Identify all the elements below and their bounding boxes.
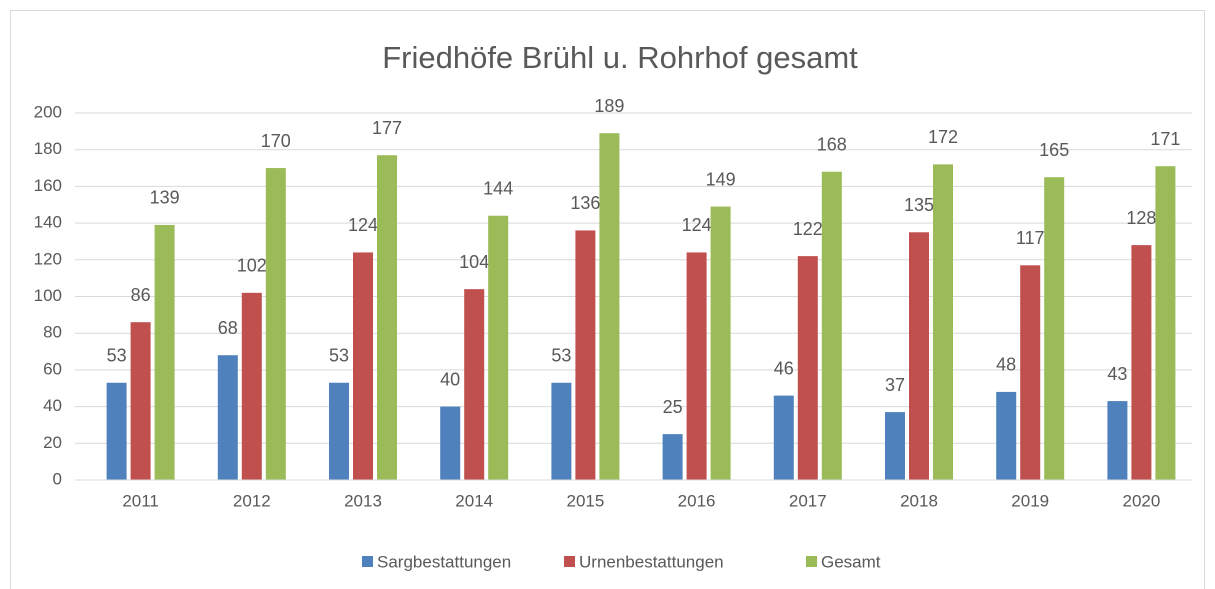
bar (130, 322, 151, 480)
x-tick-label: 2016 (678, 491, 716, 510)
bar (599, 133, 620, 480)
bar (217, 355, 238, 480)
bar (909, 232, 929, 480)
bar (821, 171, 842, 480)
bar (662, 434, 683, 480)
bar (1044, 177, 1065, 480)
bar (710, 206, 731, 480)
legend-swatch (564, 556, 575, 567)
y-tick-label: 180 (34, 139, 62, 158)
data-label: 40 (440, 369, 460, 389)
bar (464, 289, 485, 480)
data-label: 48 (996, 355, 1016, 375)
data-label: 124 (348, 215, 378, 235)
bar (377, 155, 397, 480)
bar (440, 406, 461, 480)
data-label: 177 (372, 118, 402, 138)
data-label: 102 (237, 256, 267, 276)
data-label: 189 (594, 96, 624, 116)
y-tick-label: 140 (34, 213, 62, 232)
x-tick-label: 2015 (566, 491, 604, 510)
data-label: 25 (663, 397, 683, 417)
data-label: 165 (1039, 140, 1069, 160)
data-label: 104 (459, 252, 489, 272)
chart-title: Friedhöfe Brühl u. Rohrhof gesamt (382, 40, 858, 75)
bar (551, 382, 572, 480)
data-label: 68 (218, 318, 238, 338)
bar (1155, 166, 1176, 480)
y-tick-label: 160 (34, 176, 62, 195)
data-label: 124 (682, 215, 712, 235)
bar (773, 395, 794, 480)
bar (996, 391, 1017, 480)
data-label: 37 (885, 375, 905, 395)
data-label: 168 (817, 134, 847, 154)
legend-swatch (806, 556, 817, 567)
y-tick-label: 120 (34, 249, 62, 268)
x-tick-label: 2012 (233, 491, 271, 510)
data-label: 144 (483, 179, 513, 199)
bar (1107, 401, 1128, 480)
data-label: 149 (706, 169, 736, 189)
bar (265, 168, 286, 481)
bar (154, 224, 175, 480)
bar (885, 412, 905, 480)
data-label: 43 (1107, 364, 1127, 384)
bar (241, 292, 262, 480)
y-tick-label: 40 (43, 396, 62, 415)
bar (686, 252, 707, 480)
data-label: 122 (793, 219, 823, 239)
legend-label: Gesamt (821, 552, 881, 571)
data-label: 86 (131, 285, 151, 305)
x-tick-label: 2017 (789, 491, 827, 510)
bar (106, 382, 127, 480)
y-tick-label: 20 (43, 433, 62, 452)
x-tick-label: 2014 (455, 491, 493, 510)
data-label: 128 (1126, 208, 1156, 228)
x-tick-label: 2019 (1011, 491, 1049, 510)
data-label: 53 (551, 345, 571, 365)
data-label: 135 (904, 195, 934, 215)
data-label: 136 (570, 193, 600, 213)
data-label: 53 (329, 345, 349, 365)
data-label: 171 (1150, 129, 1180, 149)
bar (933, 164, 953, 480)
x-tick-label: 2011 (122, 491, 159, 510)
data-label: 170 (261, 131, 291, 151)
y-tick-label: 0 (53, 469, 62, 488)
y-tick-label: 80 (43, 323, 62, 342)
bar (1131, 245, 1152, 480)
x-tick-label: 2013 (344, 491, 382, 510)
legend-label: Sargbestattungen (377, 552, 511, 571)
y-tick-label: 100 (34, 286, 62, 305)
legend-label: Urnenbestattungen (579, 552, 724, 571)
data-label: 139 (150, 188, 180, 208)
bar (488, 215, 509, 480)
data-label: 53 (107, 345, 127, 365)
data-label: 172 (928, 127, 958, 147)
x-tick-label: 2018 (900, 491, 938, 510)
data-label: 46 (774, 358, 794, 378)
data-label: 117 (1016, 228, 1045, 248)
bar (797, 256, 818, 480)
bar (353, 252, 373, 480)
bar (1020, 265, 1041, 480)
bar (575, 230, 596, 480)
x-tick-label: 2020 (1122, 491, 1160, 510)
bar (329, 382, 349, 480)
y-tick-label: 60 (43, 359, 62, 378)
legend-swatch (362, 556, 373, 567)
y-tick-label: 200 (34, 102, 62, 121)
